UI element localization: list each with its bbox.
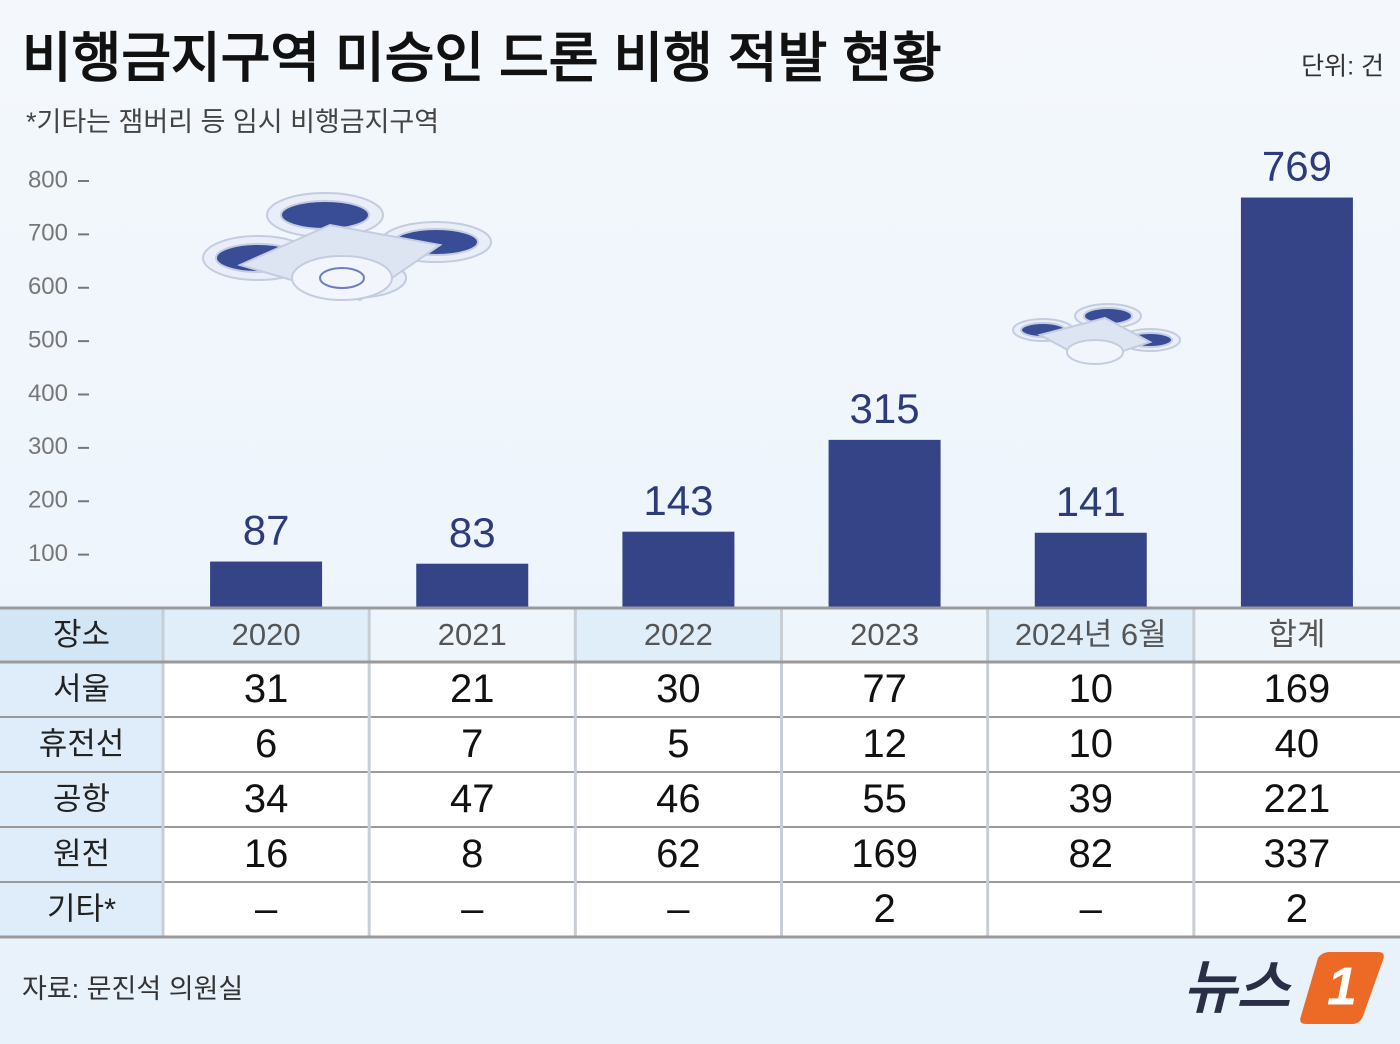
bar [416,563,529,608]
table-cell: 12 [862,722,907,766]
value-label: 143 [643,477,713,524]
header-cell [987,608,1194,662]
table-body [0,662,1400,937]
table-cell: 77 [862,667,907,711]
header-cell [575,608,782,662]
x-tick-label: 2023 [850,617,919,652]
table-cell: 31 [244,667,289,711]
table-cell: 221 [1264,777,1331,821]
title: 비행금지구역 미승인 드론 비행 적발 현황 [22,28,942,88]
y-tick-label: 500 [28,326,68,353]
table-cell: 62 [656,832,701,876]
table-cell: – [667,887,690,931]
table-cell: – [1080,887,1103,931]
logo: 뉴스 1 [1183,952,1384,1024]
table-cell: – [461,887,484,931]
x-tick-label: 2024년 6월 [1015,617,1167,652]
header-cell [0,608,163,662]
row-header-column [0,662,163,937]
table-corner: 장소 [53,617,110,652]
y-tick-label: 600 [28,273,68,300]
logo-badge [1300,952,1384,1024]
y-tick-label: 100 [28,540,68,567]
bar [622,531,735,608]
table-cell: 82 [1069,832,1114,876]
logo-mark: 1 [1327,956,1357,1016]
row-label: 기타* [47,892,116,927]
y-tick-label: 400 [28,380,68,407]
bar [1240,197,1353,608]
y-tick-label: 800 [28,166,68,193]
unit: 단위: 건 [1301,53,1384,81]
drone-small [1012,303,1181,365]
subtitle: *기타는 잼버리 등 임시 비행금지구역 [26,107,439,137]
value-label: 87 [243,507,290,554]
table-cell: 39 [1069,777,1114,821]
x-tick-label: 2020 [232,617,301,652]
y-tick-label: 300 [28,433,68,460]
table-cell: 2 [1286,887,1308,931]
table-cell: 337 [1264,832,1331,876]
logo-text: 뉴스 [1183,955,1292,1020]
x-tick-label: 2021 [438,617,507,652]
source: 자료: 문진석 의원실 [22,974,243,1004]
table-cell: 16 [244,832,289,876]
value-label: 83 [449,509,496,556]
value-label: 141 [1056,478,1126,525]
table-cell: 34 [244,777,289,821]
bar [828,439,941,608]
bar [1034,532,1147,608]
header-cell [1193,608,1400,662]
table-cell: – [255,887,278,931]
table-cell: 40 [1275,722,1320,766]
table-cell: 46 [656,777,701,821]
y-tick-label: 200 [28,487,68,514]
value-label: 315 [850,385,920,432]
x-tick-label: 2022 [644,617,713,652]
row-label: 서울 [53,672,110,707]
value-label: 769 [1262,143,1332,190]
header-cell [369,608,576,662]
x-tick-label: 합계 [1268,617,1325,652]
table-cell: 7 [461,722,483,766]
row-label: 휴전선 [39,727,125,762]
row-label: 원전 [53,837,110,872]
table-cell: 47 [450,777,495,821]
table-cell: 21 [450,667,495,711]
row-label: 공항 [53,782,110,817]
table-cell: 10 [1069,667,1114,711]
table-cell: 30 [656,667,701,711]
table-cell: 8 [461,832,483,876]
header-cell [781,608,988,662]
table-cell: 5 [667,722,689,766]
table-cell: 2 [873,887,895,931]
table-cell: 169 [1264,667,1331,711]
bar [210,561,323,608]
drone-large [202,192,492,302]
y-tick-label: 700 [28,220,68,247]
table-cell: 10 [1069,722,1114,766]
header-cell [163,608,370,662]
table-cell: 6 [255,722,277,766]
table-cell: 169 [851,832,918,876]
table-cell: 55 [862,777,907,821]
